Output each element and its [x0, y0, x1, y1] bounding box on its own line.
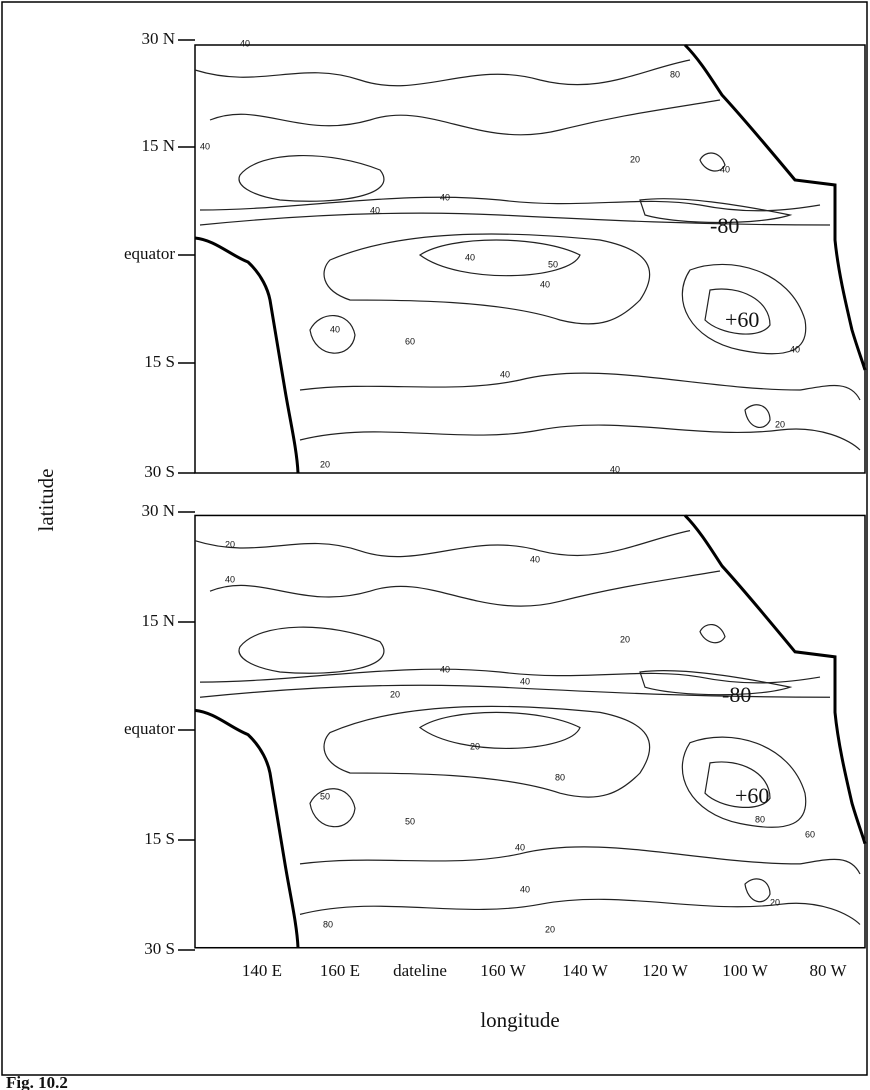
- contour-label: 50: [405, 816, 415, 826]
- map-panel-bottom: [193, 513, 867, 950]
- contour-label: 40: [520, 884, 530, 894]
- map-panel-top: [193, 43, 867, 475]
- contour-label: 40: [330, 324, 340, 334]
- x-axis-label: longitude: [480, 1008, 559, 1032]
- lon-label: 140 W: [562, 961, 608, 980]
- contour-label: 60: [805, 829, 815, 839]
- contour-label: 40: [440, 192, 450, 202]
- contour-label: 40: [515, 842, 525, 852]
- lat-labels-top: 30 N 15 N equator 15 S 30 S: [124, 29, 175, 481]
- contour-label: 20: [775, 419, 785, 429]
- contour-label: 20: [390, 689, 400, 699]
- contour-label: 40: [540, 279, 550, 289]
- contour-label: 40: [440, 664, 450, 674]
- contour-label: 40: [520, 676, 530, 686]
- lon-label: 120 W: [642, 961, 688, 980]
- annotation: +60: [735, 783, 769, 808]
- contour-label: 20: [545, 924, 555, 934]
- lon-label: dateline: [393, 961, 447, 980]
- lat-labels-bottom: 30 N 15 N equator 15 S 30 S: [124, 501, 175, 958]
- contour-label: 20: [225, 539, 235, 549]
- contour-label: 50: [320, 791, 330, 801]
- contour-label: 80: [670, 69, 680, 79]
- lat-label: 15 S: [144, 829, 175, 848]
- contour-label: 40: [225, 574, 235, 584]
- lat-label: 15 N: [141, 136, 175, 155]
- lat-label: 15 N: [141, 611, 175, 630]
- contour-label: 40: [465, 252, 475, 262]
- lon-label: 80 W: [810, 961, 848, 980]
- contour-label: 40: [530, 554, 540, 564]
- contour-label: 40: [240, 38, 250, 48]
- contour-label: 40: [200, 141, 210, 151]
- lat-label: equator: [124, 244, 175, 263]
- contour-label: 50: [548, 259, 558, 269]
- contour-label: 20: [470, 741, 480, 751]
- lat-label: 30 N: [141, 501, 175, 520]
- lon-label: 100 W: [722, 961, 768, 980]
- contour-label: 80: [323, 919, 333, 929]
- y-axis-label: latitude: [34, 469, 58, 532]
- lat-label: 30 S: [144, 462, 175, 481]
- contour-label: 20: [620, 634, 630, 644]
- lon-label: 160 W: [480, 961, 526, 980]
- contour-label: 80: [755, 814, 765, 824]
- annotations: -80 +60 -80 +60: [710, 213, 769, 808]
- contour-label: 20: [320, 459, 330, 469]
- contour-label: 60: [405, 336, 415, 346]
- lat-ticks: [178, 39, 195, 951]
- contour-label: 20: [770, 897, 780, 907]
- contour-labels: 40 80 40 20 40 40 40 40 50 40 60 40 40 40 20 20 40 20 40 40…: [200, 38, 815, 934]
- lon-label: 140 E: [242, 961, 282, 980]
- lat-label: equator: [124, 719, 175, 738]
- lat-label: 30 S: [144, 939, 175, 958]
- annotation: -80: [722, 682, 751, 707]
- contour-label: 80: [555, 772, 565, 782]
- contour-label: 40: [500, 369, 510, 379]
- lat-label: 30 N: [141, 29, 175, 48]
- caption: Fig. 10.2: [6, 1073, 68, 1090]
- contour-label: 40: [790, 344, 800, 354]
- lon-label: 160 E: [320, 961, 360, 980]
- lat-label: 15 S: [144, 352, 175, 371]
- annotation: -80: [710, 213, 739, 238]
- contour-label: 40: [610, 464, 620, 474]
- contour-label: 20: [630, 154, 640, 164]
- lon-labels: 140 E 160 E dateline 160 W 140 W 120 W 1…: [242, 961, 848, 980]
- contour-label: 40: [720, 164, 730, 174]
- contour-label: 40: [370, 205, 380, 215]
- annotation: +60: [725, 307, 759, 332]
